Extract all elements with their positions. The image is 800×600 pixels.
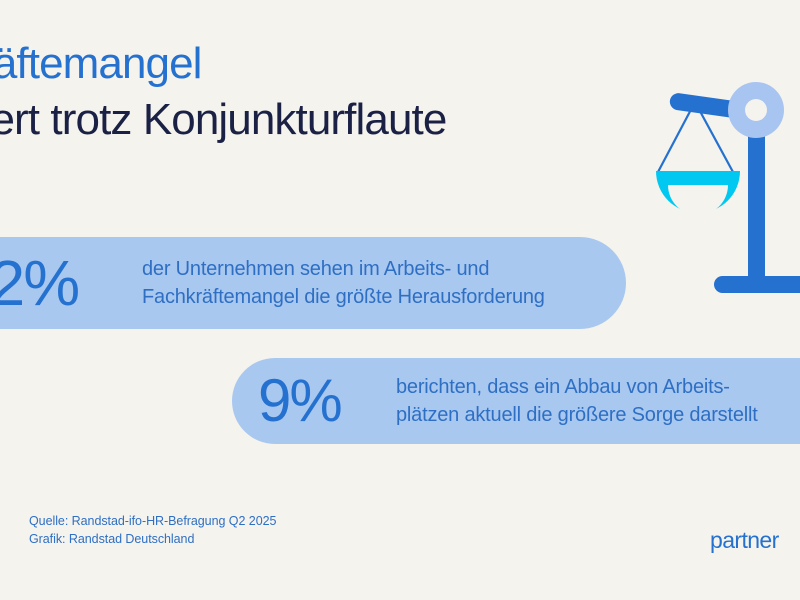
headline: kräftemangel niert trotz Konjunkturflaut…	[0, 36, 718, 148]
balance-scales-icon	[628, 58, 800, 318]
stat-value-52: 52%	[0, 247, 80, 319]
stat-text-9: berichten, dass ein Abbau von Arbeits- p…	[396, 373, 758, 429]
source-line-2: Grafik: Randstad Deutschland	[29, 532, 195, 546]
stat-text-52: der Unternehmen sehen im Arbeits- und Fa…	[142, 255, 545, 311]
brand-logo: partner	[710, 527, 779, 553]
stat-pill-9: 9% berichten, dass ein Abbau von Arbeits…	[232, 358, 800, 444]
scale-strings	[657, 101, 734, 173]
scale-post	[748, 118, 765, 283]
headline-line-2: niert trotz Konjunkturflaute	[0, 95, 447, 144]
scale-base	[714, 276, 800, 293]
scale-pan	[656, 171, 740, 215]
source-attribution: Quelle: Randstad-ifo-HR-Befragung Q2 202…	[29, 512, 276, 548]
stat-text-52-line-2: Fachkräftemangel die größte Herausforder…	[142, 286, 545, 308]
source-line-1: Quelle: Randstad-ifo-HR-Befragung Q2 202…	[29, 514, 277, 528]
stat-text-9-line-2: plätzen aktuell die größere Sorge darste…	[396, 404, 758, 426]
headline-line-1: kräftemangel	[0, 39, 202, 88]
stat-text-52-line-1: der Unternehmen sehen im Arbeits- und	[142, 258, 490, 280]
scale-pivot	[728, 82, 784, 138]
stat-value-9: 9%	[258, 367, 343, 434]
stat-pill-52: 52% der Unternehmen sehen im Arbeits- un…	[0, 237, 626, 329]
stat-text-9-line-1: berichten, dass ein Abbau von Arbeits-	[396, 376, 730, 398]
